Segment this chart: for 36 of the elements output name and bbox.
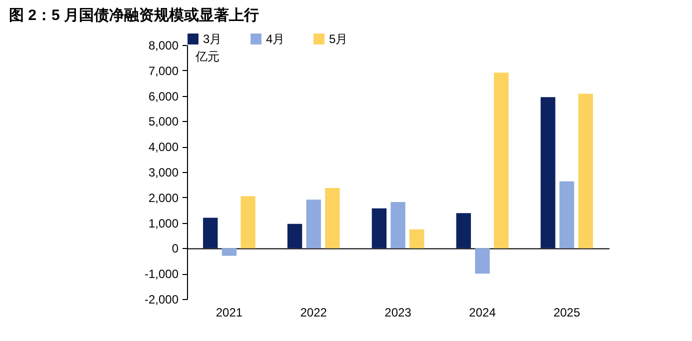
bar xyxy=(222,248,237,256)
legend-label: 4月 xyxy=(266,32,285,46)
bar xyxy=(306,200,321,248)
legend-label: 3月 xyxy=(203,32,222,46)
y-tick-label: 8,000 xyxy=(148,38,179,52)
bar xyxy=(390,202,406,248)
bar xyxy=(559,181,574,248)
bar xyxy=(578,94,593,248)
y-tick-label: 3,000 xyxy=(148,166,179,180)
x-tick-label: 2024 xyxy=(469,306,496,320)
y-tick-label: 1,000 xyxy=(148,216,179,230)
y-tick-label: 6,000 xyxy=(148,89,179,104)
y-tick-label: -2,000 xyxy=(144,292,179,306)
bar xyxy=(540,97,556,248)
bar xyxy=(494,72,509,248)
bar xyxy=(372,208,387,248)
bar xyxy=(203,218,218,248)
bar xyxy=(456,213,471,248)
y-tick-label: 2,000 xyxy=(148,190,179,205)
bar xyxy=(325,188,340,248)
bar xyxy=(287,224,302,248)
bar xyxy=(240,196,256,248)
y-tick-label: 7,000 xyxy=(148,64,179,78)
legend-label: 5月 xyxy=(329,32,348,46)
y-tick-label: -1,000 xyxy=(144,267,179,282)
bar xyxy=(409,229,424,248)
bar xyxy=(475,248,490,274)
y-axis-title: 亿元 xyxy=(194,50,220,64)
y-tick-label: 0 xyxy=(172,242,179,256)
chart-title: 图 2：5 月国债净融资规模或显著上行 xyxy=(8,7,260,24)
x-tick-label: 2021 xyxy=(216,306,243,320)
y-tick-label: 4,000 xyxy=(148,140,179,154)
x-tick-label: 2022 xyxy=(300,306,328,320)
x-tick-label: 2023 xyxy=(384,306,412,320)
y-tick-label: 5,000 xyxy=(148,114,179,129)
x-tick-label: 2025 xyxy=(553,306,580,320)
